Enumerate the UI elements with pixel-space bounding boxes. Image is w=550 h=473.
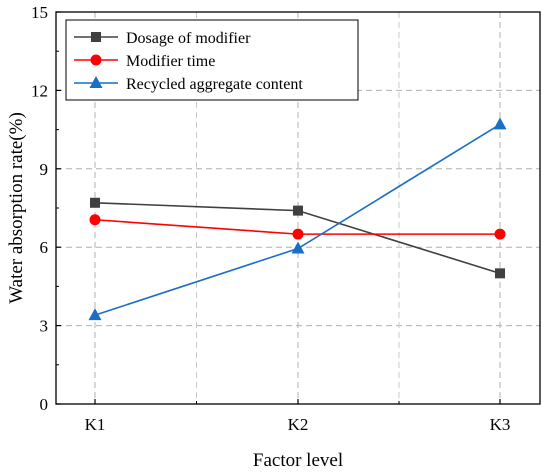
data-point-series-2 (89, 214, 101, 226)
y-tick-label: 6 (40, 238, 49, 257)
x-tick-label: K2 (288, 415, 309, 434)
data-point-series-2 (494, 228, 506, 240)
legend-label: Modifier time (126, 53, 215, 70)
legend-marker (89, 76, 103, 88)
data-point-series-1 (90, 197, 100, 208)
y-tick-label: 15 (31, 3, 48, 22)
legend-label: Recycled aggregate content (126, 76, 303, 93)
x-axis-ticks: K1 K2 K3 (85, 399, 511, 434)
y-tick-label: 3 (40, 317, 49, 336)
y-tick-label: 0 (40, 395, 49, 414)
data-point-series-3 (88, 308, 102, 321)
data-point-series-2 (292, 228, 304, 240)
x-axis-title: Factor level (253, 450, 343, 471)
x-tick-label: K1 (85, 415, 106, 434)
x-tick-label: K3 (490, 415, 511, 434)
legend-marker (90, 54, 102, 66)
data-point-series-3 (291, 241, 305, 254)
data-point-series-3 (493, 117, 507, 130)
legend-marker (91, 32, 101, 42)
y-tick-label: 9 (40, 160, 49, 179)
legend: Dosage of modifier Modifier time Recycled … (65, 19, 359, 101)
y-axis-title: Water absorption rate(%) (6, 112, 27, 304)
y-tick-label: 12 (31, 81, 48, 100)
data-point-series-1 (495, 268, 505, 279)
y-axis-ticks: 0 3 6 9 12 15 (31, 3, 61, 414)
series-group (88, 117, 507, 321)
legend-label: Dosage of modifier (126, 30, 251, 47)
data-point-series-1 (293, 205, 303, 216)
